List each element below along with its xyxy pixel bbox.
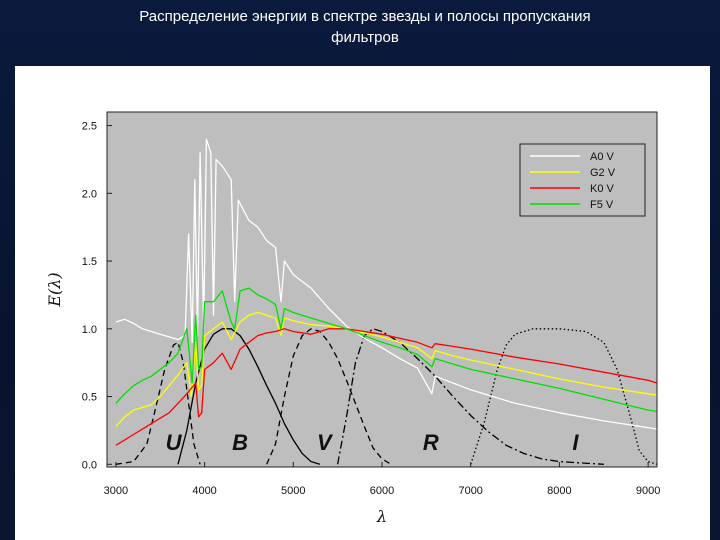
x-tick-label: 5000	[281, 485, 305, 497]
series-line-f5v	[115, 287, 658, 413]
legend-entry: A0 V	[590, 151, 615, 163]
series-line-k0v	[115, 328, 658, 446]
y-tick-label: 0.5	[82, 392, 97, 404]
filter-curve-r	[336, 328, 604, 465]
slide-title-line-1: Распределение энергии в спектре звезды и…	[139, 8, 591, 25]
x-tick-label: 4000	[192, 485, 216, 497]
filter-curve-u	[115, 341, 201, 465]
legend-box	[519, 143, 646, 217]
y-tick-label: 1.5	[82, 256, 97, 268]
y-tick-label: 0.0	[82, 459, 97, 471]
legend-entry: F5 V	[590, 199, 614, 211]
y-tick-label: 2.0	[82, 188, 97, 200]
filter-curve-i	[470, 328, 658, 465]
x-tick-label: 7000	[458, 485, 482, 497]
ticks-layer: 3000 4000 5000 6000 7000 8000 9000 0.0 0.5 1.0 1.5…	[82, 121, 661, 497]
x-tick-label: 8000	[547, 485, 571, 497]
legend-entry: K0 V	[590, 183, 615, 195]
y-tick-label: 2.5	[82, 121, 97, 133]
filter-label-u: U	[166, 430, 183, 455]
slide-title-line-2: фильтров	[331, 29, 399, 46]
slide-title: Распределение энергии в спектре звезды и…	[60, 6, 670, 48]
series-line-a0v	[115, 138, 658, 430]
filter-label-r: R	[423, 430, 439, 455]
legend: A0 V G2 V K0 V F5 V	[519, 143, 646, 217]
series-line-g2v	[115, 311, 658, 427]
filter-label-i: I	[572, 430, 579, 455]
figure-panel: U B V R I 3000 4000 5000 6000 7000 8000 9000 0.0 0.5…	[15, 66, 710, 540]
legend-entry: G2 V	[590, 167, 616, 179]
x-axis-label: λ	[376, 507, 387, 526]
filter-label-v: V	[317, 430, 334, 455]
x-tick-label: 6000	[370, 485, 394, 497]
y-tick-label: 1.0	[82, 324, 97, 336]
series-layer	[115, 138, 658, 446]
y-axis-label: E(λ)	[45, 272, 64, 307]
x-tick-label: 9000	[636, 485, 660, 497]
filter-label-b: B	[232, 430, 248, 455]
filter-curve-v	[266, 328, 392, 465]
spectrum-chart: U B V R I 3000 4000 5000 6000 7000 8000 9000 0.0 0.5…	[45, 111, 661, 526]
x-tick-label: 3000	[104, 485, 128, 497]
